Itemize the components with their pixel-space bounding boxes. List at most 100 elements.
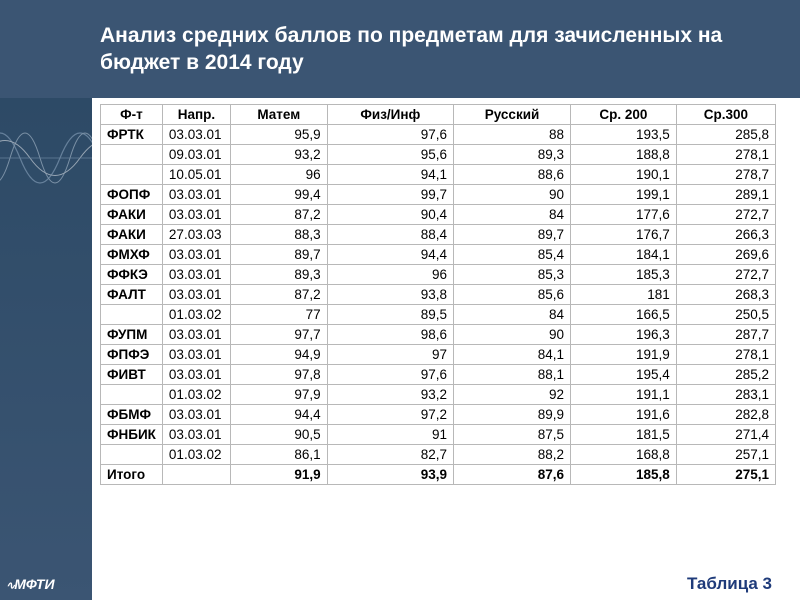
cell-m: 89,7 — [230, 245, 327, 265]
cell-dir: 10.05.01 — [162, 165, 230, 185]
cell-p: 93,8 — [327, 285, 453, 305]
cell-p: 97,6 — [327, 125, 453, 145]
cell-fac: ФНБИК — [101, 425, 163, 445]
cell-s300: 278,1 — [676, 145, 775, 165]
cell-s300: 268,3 — [676, 285, 775, 305]
table-row: ФФКЭ03.03.0189,39685,3185,3272,7 — [101, 265, 776, 285]
table-row: ФМХФ03.03.0189,794,485,4184,1269,6 — [101, 245, 776, 265]
cell-dir: 03.03.01 — [162, 125, 230, 145]
cell-m: 94,9 — [230, 345, 327, 365]
cell-s300: 278,7 — [676, 165, 775, 185]
cell-r: 88,2 — [454, 445, 571, 465]
table-row: ФУПМ03.03.0197,798,690196,3287,7 — [101, 325, 776, 345]
table-row: ФРТК03.03.0195,997,688193,5285,8 — [101, 125, 776, 145]
cell-s200: 196,3 — [571, 325, 677, 345]
table-row: ФБМФ03.03.0194,497,289,9191,6282,8 — [101, 405, 776, 425]
table-row: 10.05.019694,188,6190,1278,7 — [101, 165, 776, 185]
cell-dir: 03.03.01 — [162, 285, 230, 305]
cell-s300: 285,8 — [676, 125, 775, 145]
cell-r: 85,4 — [454, 245, 571, 265]
cell-fac: ФАКИ — [101, 225, 163, 245]
cell-fac — [101, 145, 163, 165]
cell-r: 85,6 — [454, 285, 571, 305]
cell-r: 89,7 — [454, 225, 571, 245]
logo-text: МФТИ — [14, 576, 54, 592]
cell-s200: 168,8 — [571, 445, 677, 465]
col-faculty: Ф-т — [101, 105, 163, 125]
cell-s200: 191,9 — [571, 345, 677, 365]
cell-p: 97 — [327, 345, 453, 365]
cell-s300: 272,7 — [676, 265, 775, 285]
cell-m: 93,2 — [230, 145, 327, 165]
cell-dir: 03.03.01 — [162, 345, 230, 365]
left-decor-band: ∿МФТИ — [0, 98, 92, 600]
cell-s200: 193,5 — [571, 125, 677, 145]
cell-p: 89,5 — [327, 305, 453, 325]
content-area: ∿МФТИ Ф-т Напр. Матем Физ/Инф Русский Ср… — [0, 98, 800, 600]
cell-p: 95,6 — [327, 145, 453, 165]
cell-m: 91,9 — [230, 465, 327, 485]
cell-dir: 03.03.01 — [162, 265, 230, 285]
cell-r: 84 — [454, 205, 571, 225]
table-row: 01.03.0286,182,788,2168,8257,1 — [101, 445, 776, 465]
cell-s200: 185,8 — [571, 465, 677, 485]
cell-p: 94,1 — [327, 165, 453, 185]
cell-p: 96 — [327, 265, 453, 285]
cell-r: 90 — [454, 325, 571, 345]
cell-r: 87,5 — [454, 425, 571, 445]
table-row: ФНБИК03.03.0190,59187,5181,5271,4 — [101, 425, 776, 445]
table-row: ФОПФ03.03.0199,499,790199,1289,1 — [101, 185, 776, 205]
cell-s300: 278,1 — [676, 345, 775, 365]
cell-s200: 181,5 — [571, 425, 677, 445]
cell-m: 77 — [230, 305, 327, 325]
cell-m: 86,1 — [230, 445, 327, 465]
cell-r: 88 — [454, 125, 571, 145]
cell-p: 90,4 — [327, 205, 453, 225]
cell-dir: 09.03.01 — [162, 145, 230, 165]
cell-m: 87,2 — [230, 285, 327, 305]
cell-dir: 27.03.03 — [162, 225, 230, 245]
cell-m: 87,2 — [230, 205, 327, 225]
cell-m: 97,8 — [230, 365, 327, 385]
cell-fac: Итого — [101, 465, 163, 485]
cell-s200: 177,6 — [571, 205, 677, 225]
cell-fac: ФПФЭ — [101, 345, 163, 365]
cell-s200: 191,1 — [571, 385, 677, 405]
cell-fac: ФУПМ — [101, 325, 163, 345]
cell-r: 89,3 — [454, 145, 571, 165]
cell-s200: 191,6 — [571, 405, 677, 425]
cell-m: 89,3 — [230, 265, 327, 285]
table-caption: Таблица 3 — [687, 574, 772, 594]
cell-m: 97,9 — [230, 385, 327, 405]
cell-s300: 289,1 — [676, 185, 775, 205]
cell-s300: 287,7 — [676, 325, 775, 345]
cell-fac: ФАКИ — [101, 205, 163, 225]
col-math: Матем — [230, 105, 327, 125]
table-header-row: Ф-т Напр. Матем Физ/Инф Русский Ср. 200 … — [101, 105, 776, 125]
cell-p: 82,7 — [327, 445, 453, 465]
cell-fac — [101, 305, 163, 325]
cell-dir: 03.03.01 — [162, 245, 230, 265]
cell-s200: 188,8 — [571, 145, 677, 165]
cell-dir: 03.03.01 — [162, 405, 230, 425]
cell-s300: 250,5 — [676, 305, 775, 325]
cell-m: 94,4 — [230, 405, 327, 425]
cell-s300: 266,3 — [676, 225, 775, 245]
cell-s200: 176,7 — [571, 225, 677, 245]
table-row: 09.03.0193,295,689,3188,8278,1 — [101, 145, 776, 165]
cell-m: 99,4 — [230, 185, 327, 205]
cell-r: 85,3 — [454, 265, 571, 285]
cell-dir: 01.03.02 — [162, 385, 230, 405]
cell-fac — [101, 445, 163, 465]
cell-s300: 272,7 — [676, 205, 775, 225]
table-row: ФИВТ03.03.0197,897,688,1195,4285,2 — [101, 365, 776, 385]
cell-p: 93,9 — [327, 465, 453, 485]
cell-p: 97,6 — [327, 365, 453, 385]
cell-s200: 184,1 — [571, 245, 677, 265]
cell-p: 91 — [327, 425, 453, 445]
table-row: 01.03.0297,993,292191,1283,1 — [101, 385, 776, 405]
cell-p: 98,6 — [327, 325, 453, 345]
cell-s200: 166,5 — [571, 305, 677, 325]
cell-dir: 03.03.01 — [162, 365, 230, 385]
cell-m: 97,7 — [230, 325, 327, 345]
